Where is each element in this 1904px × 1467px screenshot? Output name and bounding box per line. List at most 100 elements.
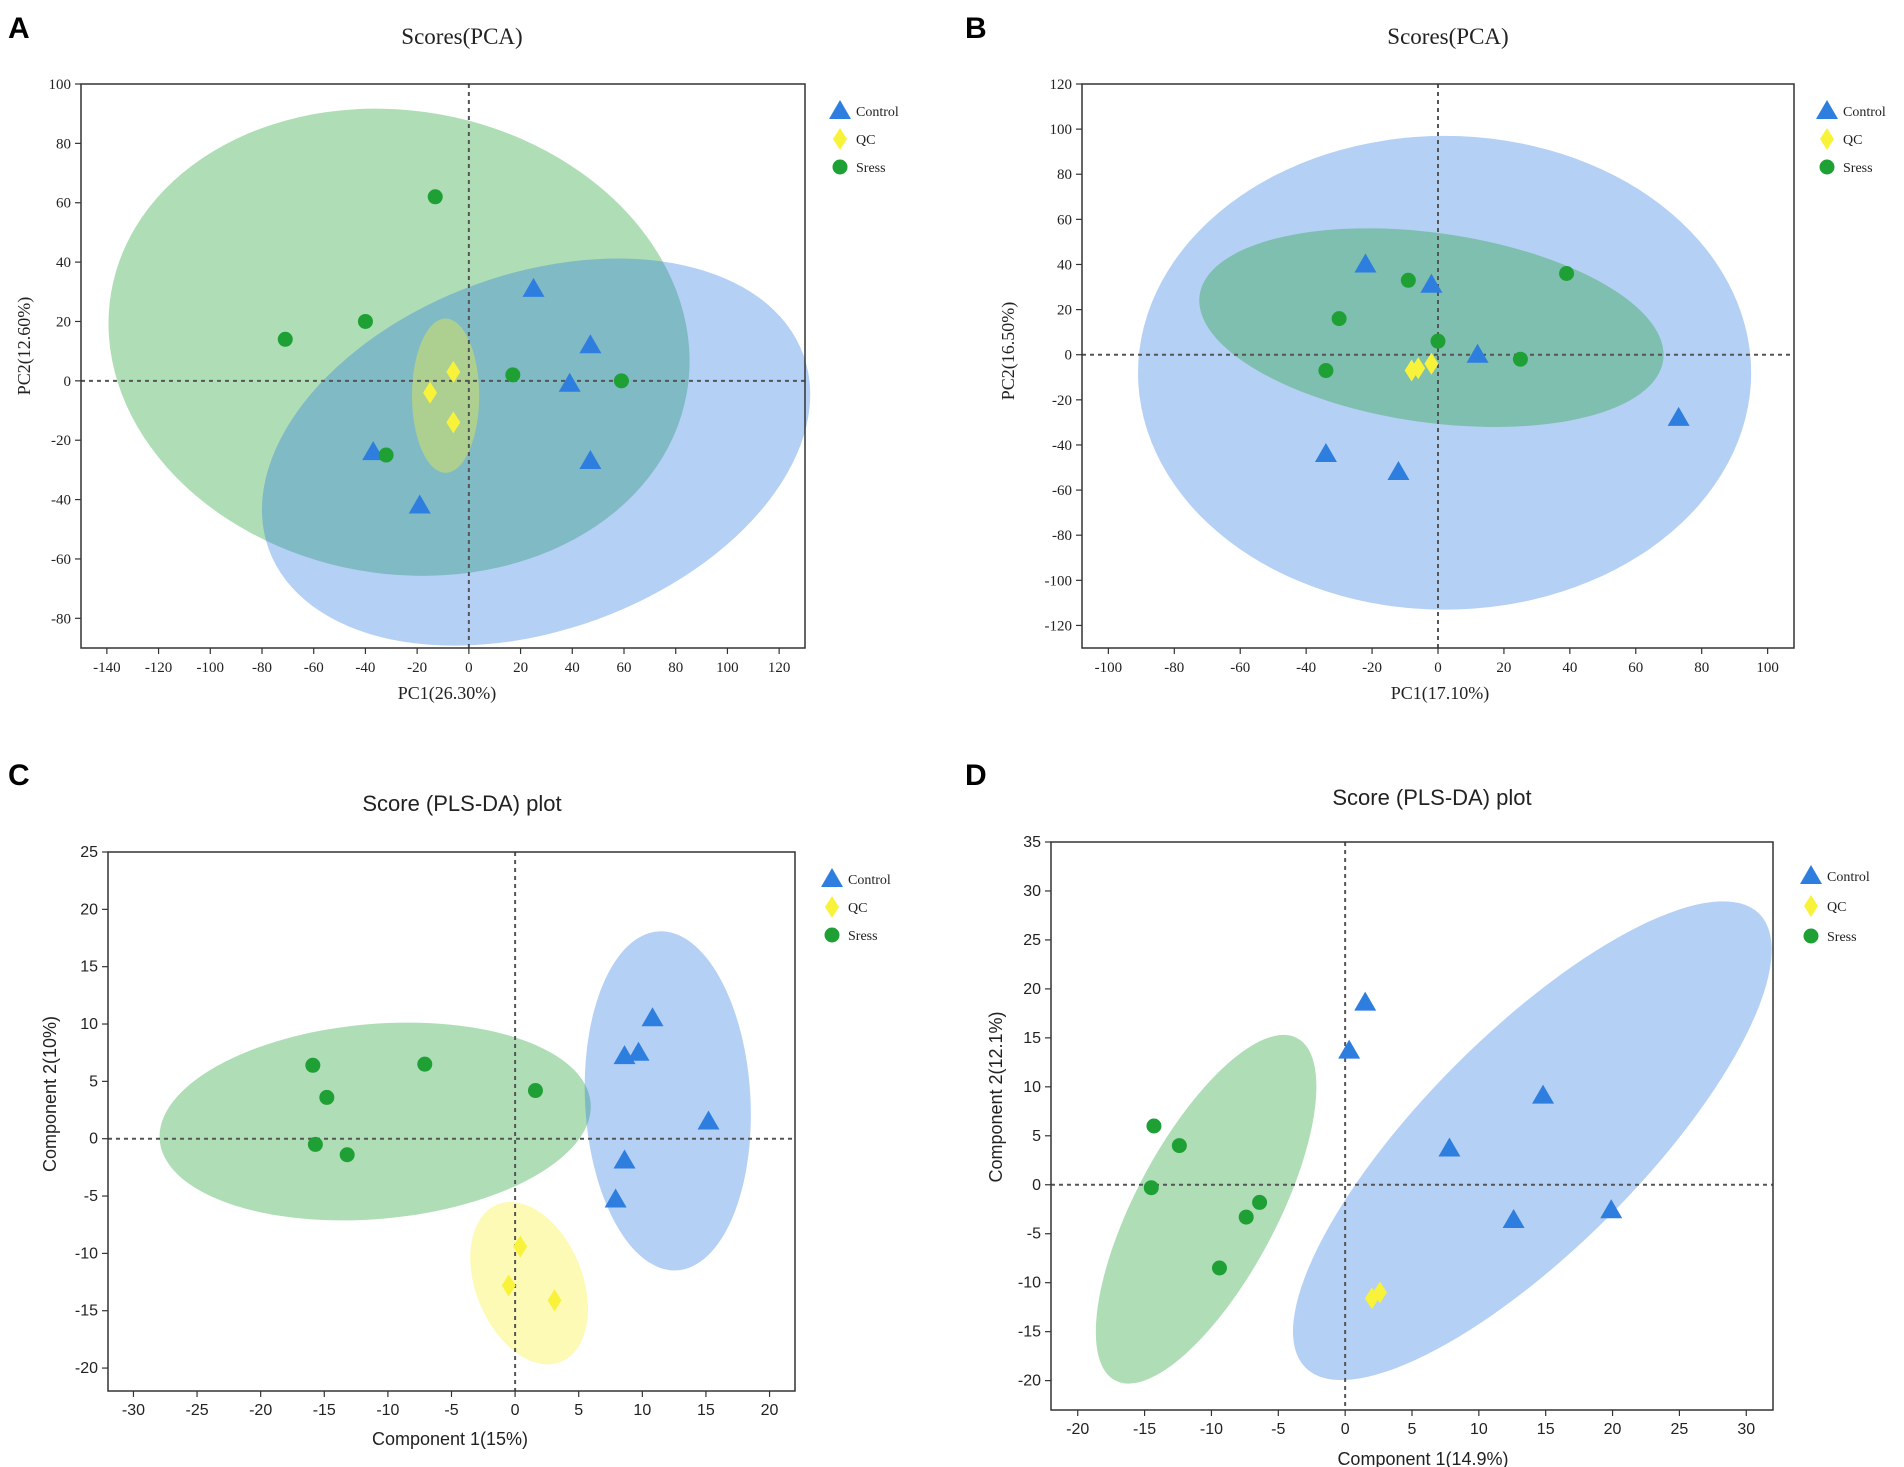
- y-tick-label-b: -60: [1052, 483, 1072, 499]
- x-axis-label-b: PC1(17.10%): [1391, 683, 1490, 704]
- x-tick-label-d: -10: [1200, 1421, 1223, 1438]
- x-tick-label-a: -100: [197, 660, 225, 676]
- point-qc-a: [446, 411, 461, 434]
- ellipse-control-b: [1138, 135, 1752, 610]
- y-tick-label-a: 60: [56, 196, 71, 212]
- x-tick-label-b: -80: [1164, 660, 1184, 676]
- point-stress-d: [1211, 1260, 1227, 1276]
- x-tick-label-b: -20: [1362, 660, 1382, 676]
- y-tick-label-d: -15: [1018, 1324, 1041, 1341]
- y-tick-label-d: 0: [1032, 1177, 1041, 1194]
- plot-area-d: -20 -15 -10 -5 0 5 10 15 20 25 30 -20 -15 -10 -5 0 5 10 15…: [1018, 834, 1774, 1438]
- legend-b: Control QC Sress: [1816, 100, 1886, 176]
- plot-area-a: -140 -120 -100 -80 -60 -40 -20 0 20 40 60 80 100 120 -…: [49, 77, 811, 676]
- y-axis-label-b: PC2(16.50%): [998, 302, 1019, 401]
- triangle-icon: [821, 868, 843, 887]
- x-tick-label-b: -60: [1230, 660, 1250, 676]
- point-control-d: [1502, 1209, 1525, 1229]
- y-tick-label-c: -20: [75, 1360, 98, 1377]
- point-stress-c: [307, 1136, 323, 1152]
- point-qc-c: [547, 1289, 562, 1312]
- point-qc-a: [423, 381, 438, 404]
- circle-icon: [1819, 159, 1835, 175]
- y-tick-label-d: -10: [1018, 1275, 1041, 1292]
- ellipse-stress-c: [159, 1022, 591, 1221]
- point-qc-b: [1424, 352, 1439, 375]
- point-control-a: [558, 372, 581, 392]
- point-stress-c: [305, 1057, 321, 1073]
- point-qc-c: [501, 1274, 516, 1297]
- point-control-d: [1338, 1039, 1361, 1059]
- diamond-icon: [833, 128, 847, 150]
- y-tick-label-b: 100: [1050, 122, 1073, 138]
- x-tick-label-a: 40: [565, 660, 580, 676]
- point-stress-a: [277, 331, 293, 347]
- legend-label-stress-c: Sress: [848, 929, 878, 944]
- x-tick-label-d: 10: [1470, 1421, 1488, 1438]
- x-tick-label-b: -100: [1095, 660, 1123, 676]
- x-tick-label-b: -40: [1296, 660, 1316, 676]
- plot-area-b: -100 -80 -60 -40 -20 0 20 40 60 80 100 -120 -100 -80 -…: [1045, 77, 1795, 676]
- plot-frame-a: [80, 83, 806, 649]
- x-tick-label-b: 40: [1562, 660, 1577, 676]
- y-tick-label-b: -80: [1052, 528, 1072, 544]
- panel-letter-b: B: [965, 12, 987, 45]
- y-tick-label-d: 5: [1032, 1128, 1041, 1145]
- chart-title-b: Scores(PCA): [1387, 24, 1508, 49]
- x-tick-label-c: 10: [633, 1402, 651, 1419]
- y-tick-label-a: 100: [49, 77, 72, 93]
- circle-icon: [824, 927, 840, 943]
- y-tick-label-b: -40: [1052, 438, 1072, 454]
- point-qc-c: [513, 1235, 528, 1258]
- x-tick-label-d: 15: [1537, 1421, 1555, 1438]
- point-control-b: [1387, 461, 1410, 481]
- point-control-d: [1354, 991, 1377, 1011]
- ellipse-qc-c: [470, 1202, 588, 1365]
- x-tick-label-b: 20: [1496, 660, 1511, 676]
- legend-label-control-b: Control: [1843, 105, 1886, 120]
- point-control-a: [522, 277, 545, 297]
- point-qc-a: [446, 360, 461, 383]
- panel-b: B Scores(PCA) -100 -80 -60 -40 -20 0 20 40 60 80 1…: [965, 12, 1886, 704]
- point-stress-c: [527, 1083, 543, 1099]
- x-tick-label-a: -60: [304, 660, 324, 676]
- y-tick-label-c: -10: [75, 1245, 98, 1262]
- y-axis-label-a: PC2(12.60%): [14, 297, 35, 396]
- point-stress-a: [505, 367, 521, 383]
- y-tick-label-c: 10: [80, 1016, 98, 1033]
- legend-label-qc-d: QC: [1827, 900, 1846, 915]
- y-tick-label-d: 15: [1023, 1030, 1041, 1047]
- x-tick-label-a: 120: [768, 660, 791, 676]
- ellipse-stress-a: [108, 108, 690, 576]
- y-tick-label-c: 5: [89, 1073, 98, 1090]
- y-tick-label-a: 80: [56, 136, 71, 152]
- diamond-icon: [1820, 128, 1834, 150]
- point-stress-a: [378, 447, 394, 463]
- y-tick-label-b: 0: [1065, 348, 1073, 364]
- chart-title-d: Score (PLS-DA) plot: [1332, 785, 1531, 810]
- point-stress-d: [1146, 1118, 1162, 1134]
- x-tick-label-d: 20: [1604, 1421, 1622, 1438]
- legend-label-qc-c: QC: [848, 901, 867, 916]
- x-tick-label-c: -10: [376, 1402, 399, 1419]
- x-tick-label-d: 0: [1341, 1421, 1350, 1438]
- panel-c: C Score (PLS-DA) plot -30 -25 -20 -15 -10 -5 0…: [8, 759, 891, 1449]
- y-tick-label-b: 80: [1057, 167, 1072, 183]
- x-tick-label-c: -15: [313, 1402, 336, 1419]
- x-tick-label-c: -5: [444, 1402, 458, 1419]
- triangle-icon: [829, 100, 851, 119]
- x-tick-label-d: 25: [1671, 1421, 1689, 1438]
- legend-label-stress-d: Sress: [1827, 930, 1857, 945]
- plot-area-c: -30 -25 -20 -15 -10 -5 0 5 10 15 20 -20 -15 -10 -5 0 5 10…: [75, 844, 796, 1419]
- x-tick-label-d: -20: [1066, 1421, 1089, 1438]
- y-tick-label-b: -120: [1045, 618, 1073, 634]
- y-tick-label-b: -100: [1045, 573, 1073, 589]
- point-stress-c: [339, 1147, 355, 1163]
- x-tick-label-a: -120: [145, 660, 173, 676]
- x-axis-label-c: Component 1(15%): [372, 1429, 528, 1449]
- y-tick-label-d: 10: [1023, 1079, 1041, 1096]
- legend-label-control-a: Control: [856, 105, 899, 120]
- ellipse-stress-d: [1095, 1034, 1317, 1384]
- diamond-icon: [825, 896, 839, 918]
- point-stress-a: [613, 373, 629, 389]
